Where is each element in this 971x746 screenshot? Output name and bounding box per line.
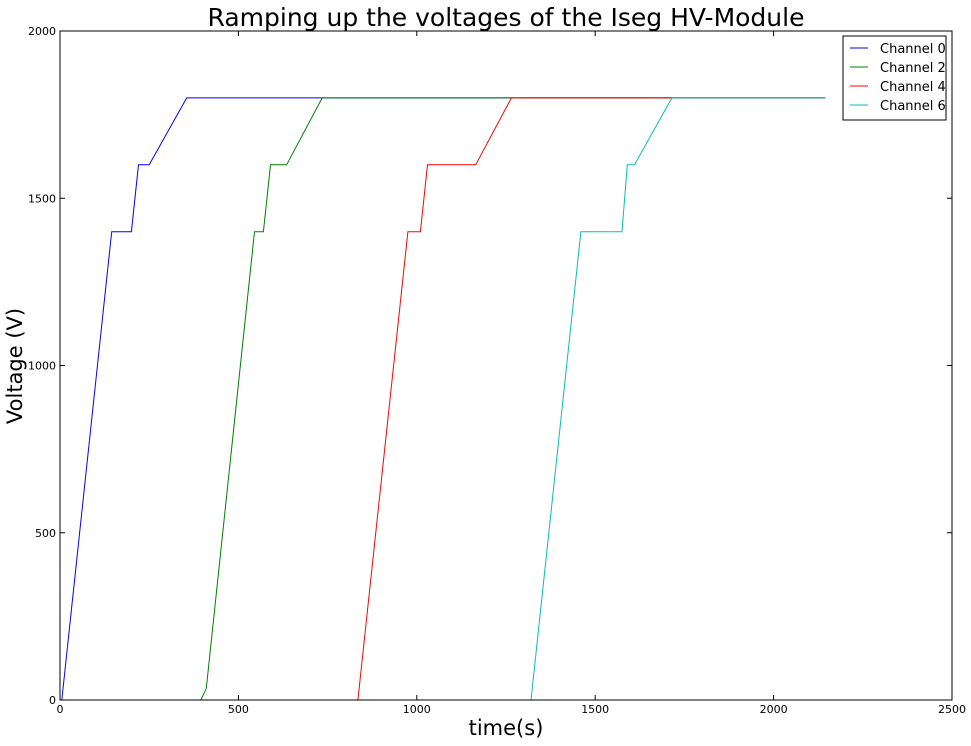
legend-label: Channel 2 xyxy=(880,61,946,76)
x-axis-label: time(s) xyxy=(469,716,544,740)
y-tick-label: 1000 xyxy=(28,360,56,373)
y-tick-label: 500 xyxy=(35,527,56,540)
y-tick-label: 1500 xyxy=(28,192,56,205)
y-axis-label: Voltage (V) xyxy=(3,308,27,424)
legend-label: Channel 6 xyxy=(880,99,946,114)
legend-label: Channel 0 xyxy=(880,42,946,57)
series-line-0 xyxy=(60,97,826,701)
chart-title: Ramping up the voltages of the Iseg HV-M… xyxy=(208,3,805,32)
series-line-1 xyxy=(60,97,826,701)
x-tick-label: 1000 xyxy=(403,703,431,716)
plot-lines xyxy=(60,97,826,701)
x-tick-label: 2500 xyxy=(938,703,966,716)
x-tick-label: 500 xyxy=(228,703,249,716)
y-tick-label: 2000 xyxy=(28,25,56,38)
legend: Channel 0 Channel 2 Channel 4 Channel 6 xyxy=(842,35,947,121)
plot-area-frame xyxy=(59,30,953,701)
legend-box xyxy=(842,35,947,121)
x-tick-label: 1500 xyxy=(581,703,609,716)
axis-ticks: 0 500 1000 1500 2000 2500 0 500 1000 1500 2000 xyxy=(28,25,966,716)
series-line-3 xyxy=(60,97,826,701)
series-line-2 xyxy=(60,97,826,701)
legend-label: Channel 4 xyxy=(880,80,946,95)
x-tick-label: 0 xyxy=(57,703,64,716)
y-tick-label: 0 xyxy=(49,694,56,707)
x-tick-label: 2000 xyxy=(760,703,788,716)
